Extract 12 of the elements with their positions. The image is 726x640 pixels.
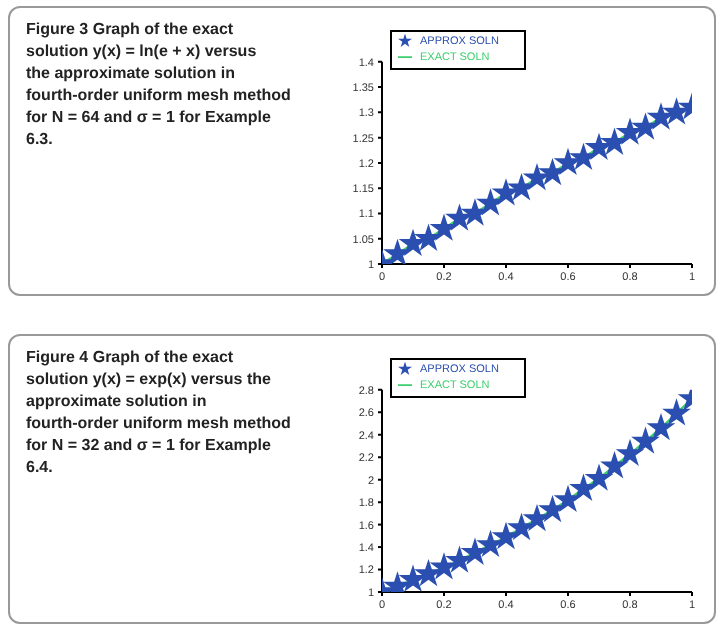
point: [662, 97, 691, 125]
point: [414, 558, 443, 587]
text: Figure 3 Graph of the exact solution y(x) = ln(e + x) versus the approximate solution in fourth-order uniform mesh method for N = 64 and σ = 1 for Example 6.3.: [26, 20, 292, 148]
text: Figure 4 Graph of the exact solution y(x) = exp(x) versus the approximate solution in fourth-order uniform mesh method for N = 32 and σ = 1 for Example 6.4.: [26, 348, 292, 476]
point: [646, 412, 676, 441]
point: [600, 451, 629, 479]
point: [662, 398, 691, 426]
point: [553, 484, 583, 513]
point: [615, 438, 645, 467]
point: [445, 203, 474, 231]
point: [631, 426, 660, 454]
point: [584, 463, 614, 491]
